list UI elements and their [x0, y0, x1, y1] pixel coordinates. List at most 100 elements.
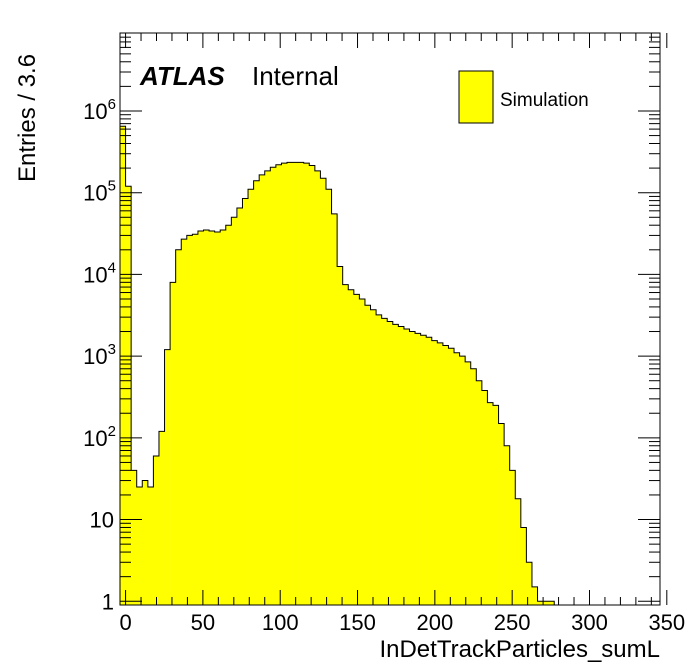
- x-tick-label: 150: [339, 610, 376, 635]
- histogram-bar: [298, 162, 305, 605]
- histogram-bar: [520, 527, 527, 605]
- histogram-bar: [131, 470, 138, 605]
- histogram-bar: [153, 455, 160, 605]
- y-tick-label-base: 10: [83, 99, 107, 124]
- histogram-bar: [320, 178, 327, 605]
- histogram-bar: [381, 318, 388, 605]
- histogram-bar: [214, 232, 221, 605]
- legend-swatch: [458, 70, 494, 124]
- x-tick-labels: 0 50 100 150 200 250 300 350: [119, 610, 685, 635]
- histogram-bar: [481, 390, 488, 605]
- histogram-bar: [264, 170, 271, 605]
- atlas-label: ATLAS: [139, 61, 225, 91]
- y-tick-label-exponent: 2: [108, 423, 116, 440]
- histogram-bar: [203, 229, 210, 605]
- y-tick-label-exponent: 6: [108, 96, 116, 113]
- y-tick-label: 1: [102, 589, 114, 614]
- y-axis-title: Entries / 3.6: [14, 54, 41, 182]
- histogram-bar: [181, 239, 188, 606]
- histogram-bar: [515, 498, 522, 605]
- internal-label: Internal: [252, 61, 339, 91]
- histogram-bar: [398, 326, 405, 605]
- histogram-bar: [531, 586, 538, 605]
- histogram-bar: [231, 217, 238, 606]
- histogram-bar: [448, 348, 455, 605]
- histogram-outline-layer: [119, 125, 633, 606]
- histogram-bar: [537, 601, 544, 605]
- y-tick-label-base: 10: [83, 262, 107, 287]
- histogram-bar: [314, 170, 321, 605]
- histogram-bar: [292, 162, 299, 605]
- histogram-bar: [303, 163, 310, 605]
- y-tick-label-exponent: 5: [108, 178, 116, 195]
- x-tick-label: 200: [416, 610, 453, 635]
- histogram-bar: [259, 174, 266, 606]
- histogram-bar: [348, 289, 355, 605]
- histogram-bar: [459, 356, 466, 605]
- histogram-bar: [158, 431, 165, 605]
- y-tick-label-base: 10: [83, 344, 107, 369]
- plot-frame: [119, 32, 661, 606]
- y-tick-label-base: 10: [83, 426, 107, 451]
- histogram-bar: [337, 266, 343, 605]
- histogram-bar: [342, 284, 349, 605]
- histogram-bar: [248, 189, 254, 605]
- x-tick-label: 350: [648, 610, 685, 635]
- x-axis-title: InDetTrackParticles_sumL: [379, 636, 660, 663]
- y-tick-label: 10: [90, 508, 114, 533]
- y-tick-label: 102: [83, 423, 116, 451]
- histogram-bar: [376, 314, 382, 605]
- histogram-bar: [225, 225, 232, 605]
- y-tick-label-base: 10: [83, 181, 107, 206]
- histogram-bar: [147, 487, 154, 605]
- histogram-outline: [119, 125, 633, 606]
- histogram-bar: [359, 299, 366, 605]
- x-tick-label: 100: [262, 610, 299, 635]
- histogram-bar: [331, 213, 338, 605]
- histogram-bars: [120, 126, 555, 606]
- histogram-bar: [370, 309, 377, 605]
- histogram-bar: [186, 235, 193, 605]
- histogram-bar: [136, 487, 143, 605]
- histogram-bar: [420, 335, 427, 605]
- legend: Simulation: [458, 70, 589, 124]
- histogram-bar: [454, 352, 460, 605]
- histogram-bar: [470, 368, 477, 605]
- histogram-bar: [476, 380, 483, 605]
- histogram-bar: [120, 126, 126, 606]
- histogram-bar: [426, 337, 433, 605]
- histogram-bar: [325, 189, 332, 605]
- histogram-bar: [409, 331, 416, 605]
- y-tick-label-exponent: 4: [108, 259, 116, 276]
- histogram-bar: [192, 234, 199, 605]
- histogram-bar: [175, 249, 182, 605]
- histogram-bar: [164, 349, 171, 605]
- axis-ticks: [120, 32, 668, 605]
- histogram-bar: [487, 402, 494, 605]
- y-tick-label: 104: [83, 259, 116, 287]
- histogram-bar: [392, 324, 399, 605]
- histogram-bar: [431, 340, 438, 605]
- histogram-bar: [220, 229, 227, 605]
- x-tick-label: 300: [571, 610, 608, 635]
- y-tick-label: 105: [83, 178, 116, 206]
- y-tick-label: 106: [83, 96, 116, 124]
- histogram-bar: [170, 282, 176, 605]
- histogram-bar: [309, 165, 316, 605]
- histogram-bar: [526, 562, 533, 605]
- x-tick-label: 50: [191, 610, 215, 635]
- histogram-bar: [492, 405, 499, 605]
- histogram-bar: [442, 345, 449, 605]
- histogram-bar: [465, 361, 472, 605]
- histogram-bar: [125, 186, 132, 605]
- histogram-bar: [142, 480, 149, 605]
- histogram-bar: [548, 601, 555, 605]
- histogram-bar: [509, 470, 516, 605]
- x-tick-label: 0: [119, 610, 131, 635]
- histogram-bar: [403, 328, 410, 605]
- histogram-bar: [209, 230, 215, 605]
- histogram-bar: [364, 305, 371, 605]
- histogram-bar: [353, 294, 360, 605]
- histogram-bar: [387, 321, 394, 605]
